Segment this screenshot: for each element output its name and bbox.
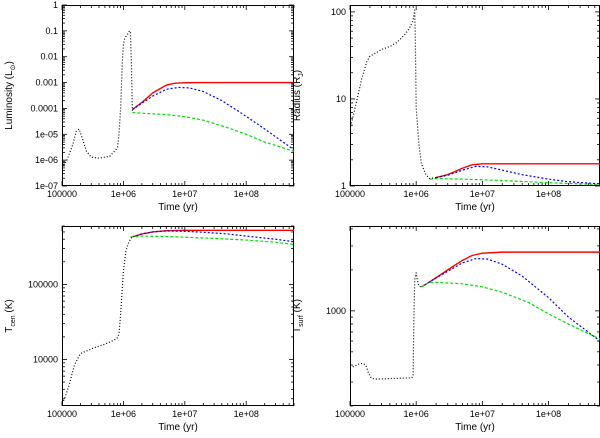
x-tick-label: 1e+06 — [404, 189, 429, 199]
y-tick-label: 0.1 — [45, 26, 58, 36]
x-tick-label: 1e+06 — [111, 409, 136, 419]
y-tick-label: 0.0001 — [30, 103, 58, 113]
y-tick-label: 1e-06 — [35, 155, 58, 165]
series-blue-line — [435, 165, 600, 185]
series-green-line — [130, 235, 294, 246]
x-axis-label: Time (yr) — [158, 202, 198, 213]
x-axis-label: Time (yr) — [455, 202, 495, 213]
x-tick-label: 100000 — [335, 189, 365, 199]
y-tick-label: 0.001 — [35, 78, 58, 88]
y-axis-label: Tcen (K) — [4, 299, 17, 333]
x-tick-label: 1e+07 — [172, 189, 197, 199]
y-tick-label: 1 — [53, 0, 58, 10]
plot-frame — [62, 226, 294, 406]
series-black-line — [62, 30, 133, 169]
y-tick-label: 100 — [331, 7, 346, 17]
x-tick-label: 1e+06 — [111, 189, 136, 199]
series-green-line — [132, 111, 294, 152]
series-green-line — [421, 281, 600, 340]
y-tick-label: 10000 — [33, 354, 58, 364]
y-tick-label: 1 — [341, 181, 346, 191]
series-black-line — [62, 236, 133, 404]
x-axis-label: Time (yr) — [455, 422, 495, 433]
series-green-line — [429, 177, 600, 186]
series-red-line — [131, 81, 294, 111]
y-tick-label: 1e-07 — [35, 181, 58, 191]
chart-tsurf: 100000 1e+06 1e+07 1e+08 1000 Time (yr) Tsurf … — [292, 226, 600, 433]
plot-frame — [62, 5, 294, 186]
x-axis-label: Time (yr) — [158, 422, 198, 433]
x-tick-label: 1e+06 — [404, 409, 429, 419]
series-blue-line — [132, 230, 294, 243]
y-tick-label: 1e-05 — [35, 129, 58, 139]
x-tick-label: 1e+07 — [172, 409, 197, 419]
series-blue-line — [421, 258, 600, 342]
x-tick-label: 1e+08 — [234, 189, 259, 199]
y-tick-label: 10 — [336, 94, 346, 104]
series-black-line — [350, 272, 422, 380]
chart-radius: 100000 1e+06 1e+07 1e+08 1 10 100 Time (yr) Radi… — [292, 5, 600, 213]
y-axis-label: Luminosity (L⊙) — [4, 61, 17, 130]
y-tick-label: 100000 — [28, 279, 58, 289]
x-tick-label: 1e+08 — [536, 189, 561, 199]
series-red-line — [421, 251, 600, 288]
x-tick-label: 100000 — [47, 409, 77, 419]
chart-luminosity: 100000 1e+06 1e+07 1e+08 1e-07 1e-06 1e-05 0.00… — [4, 0, 295, 213]
x-tick-label: 100000 — [335, 409, 365, 419]
x-tick-label: 1e+07 — [470, 189, 495, 199]
series-black-line — [350, 9, 437, 180]
y-axis-label: Radius (RJ) — [292, 70, 305, 121]
chart-tcen: 100000 1e+06 1e+07 1e+08 10000 100000 Time (yr… — [4, 225, 295, 433]
y-tick-label: 1000 — [326, 306, 346, 316]
y-tick-label: 0.01 — [40, 52, 58, 62]
plot-frame — [350, 5, 600, 186]
y-axis-label: Tsurf (K) — [292, 299, 305, 333]
series-blue-line — [132, 86, 294, 151]
x-tick-label: 100000 — [47, 189, 77, 199]
x-tick-label: 1e+07 — [470, 409, 495, 419]
x-tick-label: 1e+08 — [536, 409, 561, 419]
x-tick-label: 1e+08 — [234, 409, 259, 419]
